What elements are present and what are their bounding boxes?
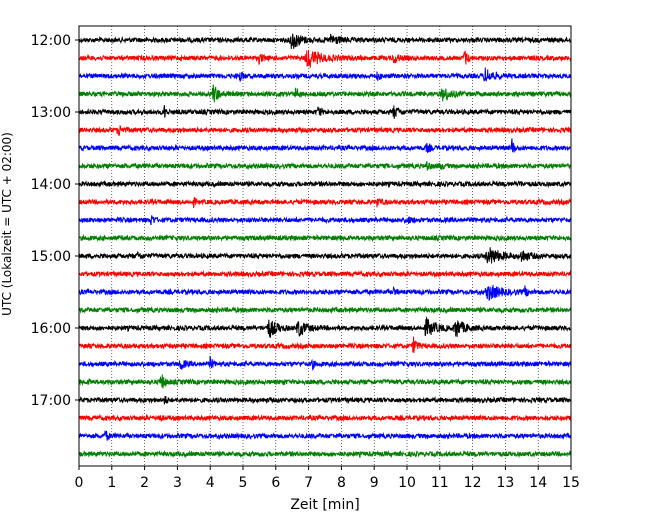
trace-1230 [78,67,572,83]
trace-1700 [78,395,572,405]
x-tick-label: 12 [464,475,482,491]
grid-lines [111,26,539,466]
trace-1430 [78,215,572,226]
trace-1245 [78,84,572,103]
trace-1730 [78,430,572,441]
trace-1645 [78,374,572,389]
y-tick-label: 16:00 [31,321,71,337]
x-axis-label: Zeit [min] [290,497,359,513]
y-tick-label: 17:00 [31,393,71,409]
trace-1415 [78,196,572,209]
x-tick-label: 2 [140,475,149,491]
trace-1345 [78,161,572,171]
x-tick-label: 15 [562,475,580,491]
x-tick-label: 7 [304,475,313,491]
trace-1745 [78,449,572,459]
y-axis-ticks: 12:00 13:00 14:00 15:00 16:00 17:00 [31,33,79,409]
trace-1715 [78,413,572,423]
trace-1400 [78,179,572,189]
trace-1200 [78,33,572,49]
x-tick-label: 4 [206,475,215,491]
y-tick-label: 14:00 [31,177,71,193]
trace-1445 [78,233,572,243]
x-axis-ticks: 0 1 2 3 4 5 6 7 8 9 10 11 12 13 14 15 [75,466,580,491]
trace-1615 [78,336,572,353]
trace-1215 [78,50,572,68]
x-tick-label: 6 [271,475,280,491]
trace-1315 [78,124,572,136]
trace-1600 [78,315,572,338]
x-tick-label: 0 [75,475,84,491]
x-tick-label: 3 [173,475,182,491]
trace-1500 [78,247,572,264]
trace-1515 [78,269,572,279]
trace-1330 [78,138,572,153]
trace-1545 [78,305,572,315]
y-axis-label: UTC (Lokalzeit = UTC + 02:00) [0,132,14,316]
y-tick-label: 15:00 [31,249,71,265]
plot-frame [78,25,572,467]
y-tick-label: 13:00 [31,105,71,121]
trace-1530 [78,284,572,302]
x-tick-label: 14 [529,475,547,491]
x-tick-label: 11 [431,475,449,491]
x-tick-label: 10 [398,475,416,491]
x-tick-label: 13 [496,475,514,491]
y-tick-label: 12:00 [31,33,71,49]
x-tick-label: 5 [239,475,248,491]
trace-1630 [78,355,572,371]
x-tick-label: 9 [370,475,379,491]
x-tick-label: 8 [337,475,346,491]
trace-1300 [78,105,572,119]
x-tick-label: 1 [107,475,116,491]
seismic-traces [78,33,572,459]
